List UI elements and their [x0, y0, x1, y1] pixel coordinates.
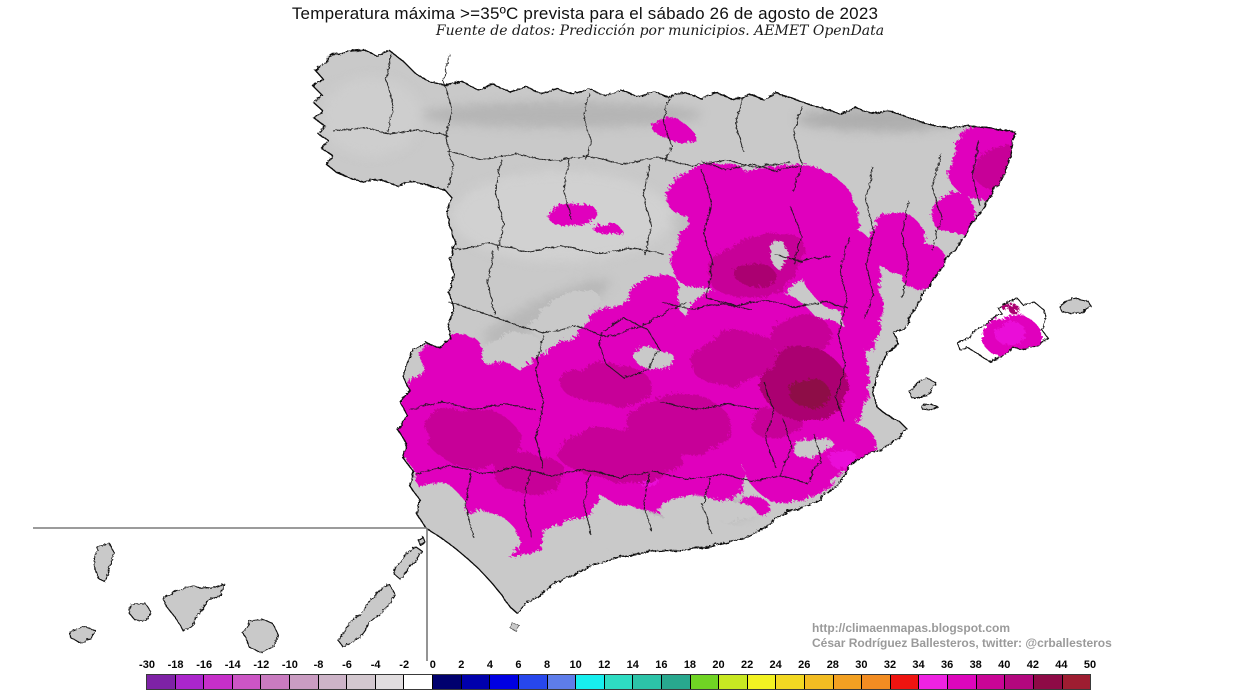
- colorbar-cell: [947, 675, 976, 689]
- colorbar-cell: [660, 675, 690, 689]
- colorbar-cell: [918, 675, 948, 689]
- colorbar-cell: [317, 675, 347, 689]
- colorbar-tick-label: 26: [798, 659, 811, 671]
- island-ibiza: [907, 376, 935, 397]
- island-fuerteventura: [335, 582, 394, 646]
- colorbar-tick-label: 4: [486, 659, 493, 671]
- colorbar: [146, 674, 1091, 690]
- colorbar-cell: [517, 675, 547, 689]
- colorbar-tick-label: -12: [253, 659, 270, 671]
- ceuta-dot: [507, 620, 518, 630]
- colorbar-cell: [546, 675, 576, 689]
- attribution-author: César Rodríguez Ballesteros, twitter: @c…: [812, 636, 1112, 650]
- colorbar-cell: [889, 675, 919, 689]
- canary-islands: [67, 534, 424, 652]
- colorbar-cell: [775, 675, 805, 689]
- colorbar-cell: [374, 675, 404, 689]
- colorbar-tick-label: 32: [883, 659, 897, 671]
- colorbar-cell: [260, 675, 290, 689]
- colorbar-tick-label: -18: [167, 659, 184, 671]
- island-la-palma: [91, 541, 114, 581]
- colorbar-tick-label: 14: [626, 659, 639, 671]
- colorbar-cell: [575, 675, 604, 689]
- colorbar-tick-label: 40: [998, 659, 1011, 671]
- colorbar-cell: [289, 675, 318, 689]
- colorbar-tick-label: 30: [855, 659, 868, 671]
- colorbar-tick-labels: -30 -18 -16 -14 -12 -10 -8 -6 -4 -2 0 2 4 6 8 10 12 14 16 1…: [139, 659, 1096, 672]
- colorbar-cell: [1061, 675, 1091, 689]
- colorbar-tick-label: 8: [543, 659, 551, 671]
- colorbar-tick-label: 6: [515, 659, 522, 671]
- colorbar-cell: [804, 675, 833, 689]
- canary-inset: [33, 527, 428, 661]
- attribution-url: http://climaenmapas.blogspot.com: [812, 621, 1011, 635]
- colorbar-tick-label: 16: [655, 659, 668, 671]
- colorbar-tick-label: 36: [940, 659, 954, 671]
- colorbar-cell: [1004, 675, 1033, 689]
- colorbar-tick-label: 38: [969, 659, 982, 671]
- colorbar-cell: [432, 675, 461, 689]
- island-lanzarote: [391, 544, 421, 578]
- colorbar-tick-label: -6: [342, 659, 352, 671]
- mainland-group: [311, 47, 1091, 630]
- colorbar-cell: [147, 675, 175, 689]
- colorbar-tick-label: 34: [912, 659, 925, 671]
- attribution: http://climaenmapas.blogspot.com César R…: [812, 621, 1112, 651]
- colorbar-cell: [460, 675, 490, 689]
- colorbar-cell: [832, 675, 862, 689]
- colorbar-tick-label: 2: [458, 659, 465, 671]
- colorbar-tick-label: 22: [740, 659, 754, 671]
- colorbar-cell: [718, 675, 747, 689]
- colorbar-tick-label: 10: [569, 659, 582, 671]
- island-menorca: [1057, 296, 1091, 313]
- colorbar-tick-label: 42: [1026, 659, 1039, 671]
- colorbar-tick-label: -14: [224, 659, 241, 671]
- colorbar-tick-label: 24: [769, 659, 782, 671]
- colorbar-tick-label: -2: [399, 659, 410, 671]
- colorbar-cell: [861, 675, 890, 689]
- island-la-gomera: [126, 600, 150, 620]
- colorbar-cell: [346, 675, 375, 689]
- colorbar-tick-label: -10: [281, 659, 298, 671]
- island-tenerife: [160, 581, 224, 631]
- colorbar-cell: [975, 675, 1005, 689]
- province-boundaries: [331, 51, 979, 537]
- colorbar-cell: [174, 675, 204, 689]
- colorbar-tick-label: -16: [196, 659, 213, 671]
- colorbar-cell: [403, 675, 433, 689]
- colorbar-tick-label: 44: [1055, 659, 1068, 671]
- island-formentera: [919, 401, 937, 410]
- colorbar-cell: [689, 675, 719, 689]
- colorbar-cell: [203, 675, 232, 689]
- colorbar-cell: [489, 675, 518, 689]
- overlay-42-44: [782, 370, 822, 400]
- map-title: Temperatura máxima >=35ºC prevista para …: [291, 4, 879, 23]
- island-gran-canaria: [241, 616, 277, 652]
- colorbar-tick-label: -4: [370, 659, 381, 671]
- colorbar-cell: [746, 675, 776, 689]
- colorbar-tick-label: -30: [139, 659, 155, 671]
- map-subtitle: Fuente de datos: Predicción por municipi…: [435, 23, 885, 39]
- colorbar-cell: [1032, 675, 1062, 689]
- colorbar-tick-label: 50: [1083, 659, 1097, 671]
- colorbar-cell: [603, 675, 633, 689]
- colorbar-tick-label: 18: [683, 659, 697, 671]
- colorbar-tick-label: 0: [429, 659, 436, 671]
- colorbar-tick-label: 20: [712, 659, 725, 671]
- colorbar-tick-label: 12: [598, 659, 611, 671]
- colorbar-cell: [632, 675, 661, 689]
- colorbar-cell: [231, 675, 261, 689]
- islet-la-graciosa: [415, 534, 424, 544]
- colorbar-tick-label: 28: [826, 659, 839, 671]
- island-el-hierro: [67, 624, 95, 642]
- colorbar-tick-label: -8: [313, 659, 324, 671]
